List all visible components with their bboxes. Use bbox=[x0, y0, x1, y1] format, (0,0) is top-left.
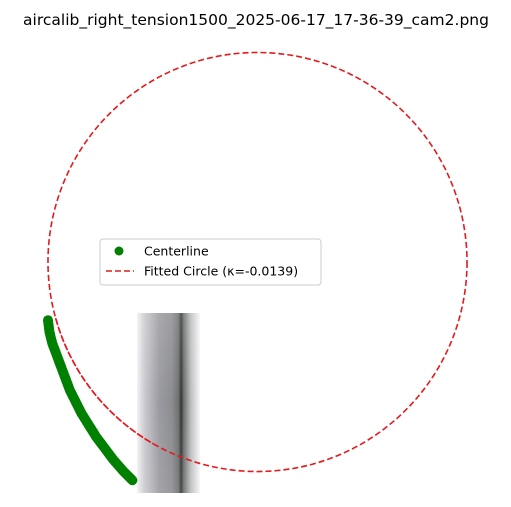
centerline-points-layer bbox=[42, 315, 154, 486]
legend-frame bbox=[99, 238, 322, 286]
legend: Centerline Fitted Circle (κ=-0.0139) bbox=[99, 238, 322, 286]
fitted-circle-layer bbox=[47, 51, 468, 473]
legend-label-fitted-circle: Fitted Circle (κ=-0.0139) bbox=[144, 264, 298, 279]
chart-title: aircalib_right_tension1500_2025-06-17_17… bbox=[23, 11, 489, 30]
fitted-circle bbox=[47, 51, 468, 473]
centerline-point bbox=[127, 475, 138, 486]
fitted-circle-overlay bbox=[54, 317, 154, 445]
background-camera-image bbox=[137, 313, 200, 493]
legend-marker-centerline bbox=[114, 246, 124, 256]
legend-label-centerline: Centerline bbox=[144, 244, 209, 259]
